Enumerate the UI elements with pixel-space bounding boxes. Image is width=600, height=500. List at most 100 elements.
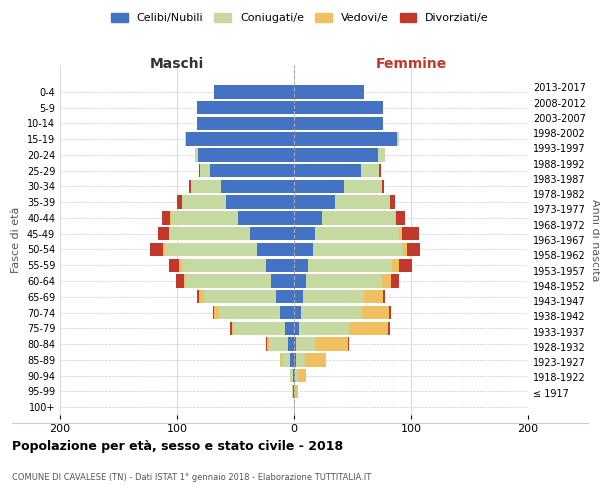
- Bar: [170, 211, 294, 224]
- Text: COMUNE DI CAVALESE (TN) - Dati ISTAT 1° gennaio 2018 - Elaborazione TUTTITALIA.I: COMUNE DI CAVALESE (TN) - Dati ISTAT 1° …: [12, 473, 371, 482]
- Bar: [185, 132, 294, 146]
- Bar: [214, 85, 294, 98]
- Bar: [294, 227, 315, 240]
- Bar: [200, 164, 294, 177]
- Bar: [214, 306, 294, 319]
- Bar: [294, 243, 421, 256]
- Bar: [294, 290, 364, 304]
- Bar: [185, 132, 294, 146]
- Text: Femmine: Femmine: [376, 58, 446, 71]
- Bar: [214, 85, 294, 98]
- Bar: [294, 338, 349, 351]
- Bar: [266, 258, 294, 272]
- Bar: [294, 243, 313, 256]
- Bar: [294, 258, 392, 272]
- Bar: [182, 258, 294, 272]
- Bar: [197, 101, 294, 114]
- Bar: [170, 227, 294, 240]
- Bar: [290, 369, 294, 382]
- Bar: [294, 85, 364, 98]
- Bar: [294, 258, 308, 272]
- Bar: [177, 196, 294, 209]
- Bar: [294, 116, 383, 130]
- Bar: [191, 180, 294, 193]
- Bar: [294, 353, 326, 366]
- Bar: [294, 211, 395, 224]
- Bar: [294, 322, 390, 335]
- Bar: [294, 116, 383, 130]
- Bar: [150, 243, 294, 256]
- Bar: [226, 196, 294, 209]
- Bar: [294, 180, 382, 193]
- Bar: [294, 196, 395, 209]
- Bar: [294, 101, 383, 114]
- Bar: [198, 148, 294, 162]
- Bar: [294, 290, 385, 304]
- Y-axis label: Fasce di età: Fasce di età: [11, 207, 21, 273]
- Bar: [284, 322, 294, 335]
- Bar: [232, 322, 294, 335]
- Bar: [280, 353, 294, 366]
- Bar: [294, 132, 397, 146]
- Bar: [214, 85, 294, 98]
- Bar: [257, 243, 294, 256]
- Bar: [294, 132, 400, 146]
- Bar: [294, 132, 400, 146]
- Bar: [230, 322, 294, 335]
- Bar: [294, 132, 400, 146]
- Bar: [294, 85, 364, 98]
- Bar: [294, 369, 295, 382]
- Bar: [200, 164, 294, 177]
- Bar: [179, 258, 294, 272]
- Bar: [194, 148, 294, 162]
- Bar: [294, 227, 419, 240]
- Bar: [294, 116, 383, 130]
- Bar: [294, 369, 306, 382]
- Bar: [293, 369, 294, 382]
- Bar: [294, 196, 335, 209]
- Bar: [294, 338, 315, 351]
- Bar: [162, 211, 294, 224]
- Bar: [294, 274, 400, 287]
- Bar: [294, 148, 385, 162]
- Bar: [294, 306, 389, 319]
- Bar: [250, 227, 294, 240]
- Bar: [283, 353, 294, 366]
- Bar: [169, 227, 294, 240]
- Bar: [294, 290, 383, 304]
- Bar: [294, 164, 361, 177]
- Bar: [163, 243, 294, 256]
- Bar: [210, 164, 294, 177]
- Bar: [294, 164, 379, 177]
- Bar: [294, 180, 384, 193]
- Bar: [294, 338, 348, 351]
- Bar: [182, 196, 294, 209]
- Bar: [294, 101, 383, 114]
- Bar: [294, 369, 306, 382]
- Bar: [294, 322, 299, 335]
- Bar: [187, 132, 294, 146]
- Bar: [191, 180, 294, 193]
- Bar: [292, 384, 294, 398]
- Bar: [294, 353, 296, 366]
- Bar: [280, 306, 294, 319]
- Bar: [197, 290, 294, 304]
- Bar: [182, 196, 294, 209]
- Bar: [277, 290, 294, 304]
- Bar: [294, 274, 306, 287]
- Bar: [158, 227, 294, 240]
- Bar: [294, 353, 305, 366]
- Bar: [187, 274, 294, 287]
- Bar: [294, 164, 379, 177]
- Bar: [294, 290, 304, 304]
- Bar: [294, 211, 396, 224]
- Bar: [292, 384, 294, 398]
- Bar: [194, 148, 294, 162]
- Bar: [294, 322, 349, 335]
- Bar: [294, 369, 298, 382]
- Bar: [294, 148, 378, 162]
- Bar: [292, 384, 294, 398]
- Bar: [199, 290, 294, 304]
- Bar: [294, 306, 301, 319]
- Bar: [176, 274, 294, 287]
